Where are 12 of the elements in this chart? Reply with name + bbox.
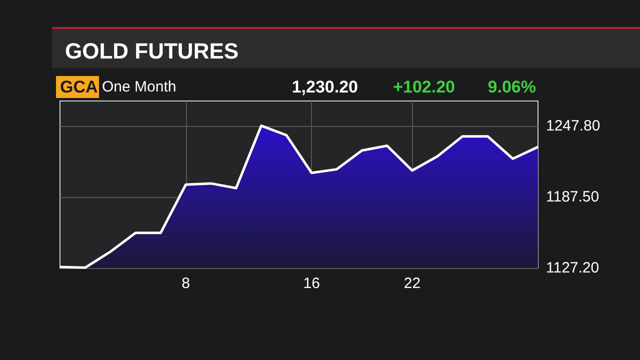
y-tick-label: 1187.50: [546, 188, 600, 206]
x-tick-label: 22: [404, 275, 421, 292]
chart-title: GOLD FUTURES: [65, 38, 239, 64]
y-tick-label: 1247.80: [546, 117, 600, 134]
x-tick-label: 16: [303, 275, 320, 292]
text: GCA: [60, 78, 98, 96]
text: 1,230.20: [292, 78, 358, 96]
text: +102.20: [393, 78, 455, 96]
text: One Month: [102, 78, 176, 96]
x-tick-label: 8: [182, 275, 190, 292]
y-tick-label: 1127.20: [546, 260, 600, 276]
text: 9.06%: [488, 78, 536, 96]
